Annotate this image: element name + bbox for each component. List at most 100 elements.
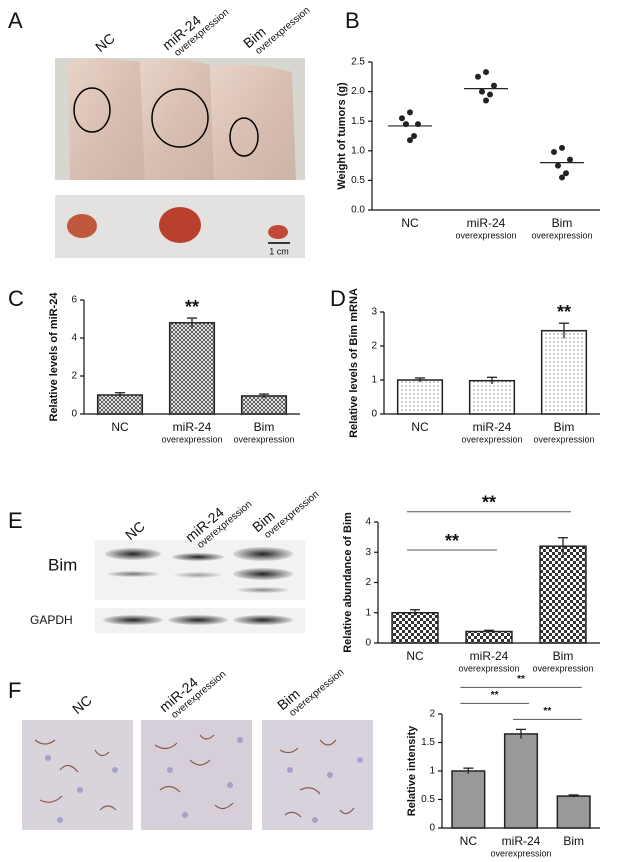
mice-photo — [55, 58, 305, 180]
significance-label: ** — [543, 706, 551, 717]
bar — [556, 795, 591, 829]
y-axis-label: Relative intensity — [406, 725, 418, 816]
error-bar — [410, 609, 420, 616]
error-bar — [484, 629, 494, 633]
error-bar — [559, 322, 569, 339]
y-tick-label: 2 — [365, 577, 371, 588]
histology-images — [22, 720, 373, 830]
error-bar — [463, 767, 474, 774]
error-bar — [415, 377, 425, 383]
y-tick-label: 0.5 — [421, 794, 435, 805]
panel-label: C — [8, 286, 24, 311]
x-tick-sublabel: overexpression — [461, 434, 522, 444]
y-tick-label: 0 — [365, 638, 371, 649]
x-tick-sublabel: overexpression — [533, 434, 594, 444]
y-tick-label: 1 — [371, 375, 377, 386]
error-bar — [187, 317, 197, 328]
x-tick-label: Bim — [553, 649, 574, 663]
panel-label: D — [330, 286, 346, 311]
y-tick-label: 1.5 — [421, 737, 435, 748]
blot-label: GAPDH — [30, 613, 73, 627]
header-name: NC — [69, 692, 95, 717]
significance-label: ** — [557, 302, 571, 322]
y-tick-label: 0.0 — [351, 205, 365, 216]
significance-label: ** — [185, 297, 199, 317]
panel-label: B — [345, 8, 360, 33]
x-tick-label: miR-24 — [502, 834, 541, 848]
x-tick-label: Bim — [554, 420, 575, 434]
panel-label: E — [8, 508, 23, 533]
y-tick-label: 1 — [429, 766, 435, 777]
bar — [465, 630, 513, 644]
data-point — [407, 109, 413, 116]
x-tick-label: Bim — [563, 834, 584, 848]
data-point — [551, 148, 557, 155]
x-tick-label: NC — [460, 834, 478, 848]
x-tick-sublabel: overexpression — [233, 434, 294, 444]
x-tick-label: NC — [406, 649, 424, 663]
y-tick-label: 0 — [429, 823, 435, 834]
data-point — [487, 91, 493, 98]
x-tick-sublabel: overexpression — [490, 848, 551, 858]
data-point — [559, 144, 565, 151]
y-tick-label: 2.5 — [351, 57, 365, 68]
y-axis-label: Relative abundance of Bim — [342, 512, 354, 653]
bar — [468, 379, 516, 415]
error-bar — [516, 728, 526, 739]
tumor-photo — [55, 195, 305, 258]
bar — [540, 329, 588, 415]
data-point — [399, 115, 405, 122]
group-header: NC — [92, 30, 118, 55]
x-tick-label: miR-24 — [173, 420, 212, 434]
data-point — [407, 137, 413, 144]
y-axis-label: Weight of tumors (g) — [336, 82, 348, 190]
y-tick-label: 2 — [371, 341, 377, 352]
error-bar — [487, 376, 497, 385]
x-tick-label: NC — [401, 216, 419, 230]
bar — [168, 322, 216, 415]
bar — [539, 545, 587, 644]
western-blot — [95, 540, 305, 633]
data-point — [567, 156, 573, 163]
x-tick-label: NC — [111, 420, 129, 434]
group-header: NC — [122, 518, 148, 543]
error-bar — [115, 392, 125, 398]
x-tick-sublabel: overexpression — [455, 230, 516, 240]
bar — [391, 612, 439, 644]
y-tick-label: 2 — [71, 371, 77, 382]
data-point — [475, 73, 481, 80]
data-point — [559, 174, 565, 181]
header-name: NC — [92, 30, 118, 55]
y-tick-label: 2.0 — [351, 86, 365, 97]
header-name: NC — [122, 518, 148, 543]
significance-label: ** — [482, 492, 496, 512]
y-axis-label: Relative levels of miR-24 — [48, 292, 60, 422]
x-tick-sublabel: overexpression — [161, 434, 222, 444]
x-tick-label: miR-24 — [473, 420, 512, 434]
significance-label: ** — [517, 674, 525, 685]
group-header: NC — [69, 692, 95, 717]
x-tick-label: miR-24 — [470, 649, 509, 663]
y-tick-label: 1.5 — [351, 116, 365, 127]
data-point — [491, 82, 497, 89]
data-point — [483, 97, 489, 104]
data-point — [483, 69, 489, 76]
y-tick-label: 0.5 — [351, 175, 365, 186]
bar — [451, 770, 486, 829]
y-tick-label: 0 — [71, 409, 77, 420]
y-tick-label: 6 — [71, 295, 77, 306]
y-tick-label: 3 — [365, 547, 371, 558]
y-tick-label: 3 — [371, 307, 377, 318]
x-tick-sublabel: overexpression — [458, 663, 519, 673]
data-point — [555, 162, 561, 169]
data-point — [411, 133, 417, 139]
error-bar — [259, 393, 269, 398]
x-tick-label: NC — [411, 420, 429, 434]
x-tick-label: miR-24 — [467, 216, 506, 230]
